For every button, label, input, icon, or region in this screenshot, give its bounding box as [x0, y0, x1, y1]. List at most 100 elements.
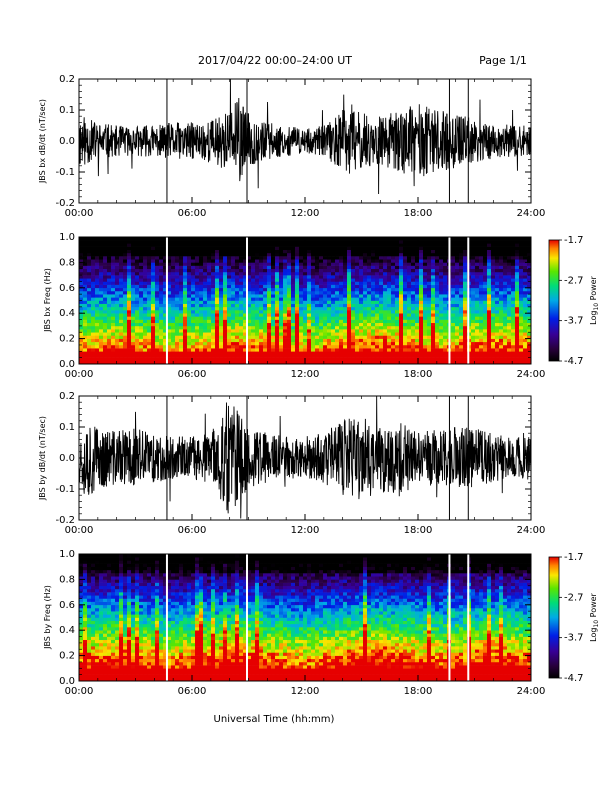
- bx-spectrogram-cell: [83, 332, 88, 336]
- bx-spectrogram-colorbar-tick-label: -3.7: [564, 316, 584, 327]
- bx-spectrogram-cell: [87, 313, 92, 317]
- bx-spectrogram-cell: [175, 303, 180, 308]
- bx-spectrogram-cell: [243, 335, 248, 339]
- bx-spectrogram-cell: [167, 256, 172, 260]
- by-spectrogram-cell: [83, 646, 88, 650]
- bx-spectrogram-cell: [79, 297, 84, 301]
- bx-spectrogram-cell: [259, 284, 264, 289]
- bx-spectrogram-cell: [331, 256, 336, 260]
- bx-spectrogram-cell: [523, 338, 528, 343]
- bx-spectrogram-cell: [111, 310, 116, 314]
- bx-spectrogram-cell: [323, 268, 328, 273]
- bx-spectrogram-cell: [347, 297, 352, 301]
- bx-spectrogram-cell: [371, 341, 376, 346]
- bx-spectrogram-cell: [347, 265, 352, 270]
- bx-spectrogram-cell: [495, 322, 500, 327]
- bx-spectrogram-cell: [195, 325, 200, 330]
- bx-spectrogram-cell: [147, 243, 152, 247]
- bx-spectrogram-cell: [527, 319, 532, 324]
- bx-spectrogram-cell: [147, 348, 152, 352]
- bx-spectrogram-cell: [271, 290, 276, 295]
- bx-spectrogram-cell: [227, 281, 232, 285]
- bx-spectrogram-cell: [79, 360, 84, 365]
- bx-spectrogram-cell: [103, 259, 108, 263]
- bx-spectrogram-cell: [271, 237, 276, 241]
- bx-spectrogram-cell: [119, 281, 124, 285]
- bx-spectrogram-cell: [323, 271, 328, 276]
- bx-spectrogram-cell: [299, 313, 304, 317]
- bx-spectrogram-cell: [111, 344, 116, 349]
- bx-spectrogram-cell: [431, 341, 436, 346]
- bx-spectrogram-cell: [83, 246, 88, 250]
- bx-spectrogram-cell: [99, 357, 104, 362]
- bx-spectrogram-cell: [139, 240, 144, 244]
- bx-spectrogram-cell: [475, 297, 480, 301]
- bx-spectrogram-cell: [471, 290, 476, 295]
- bx-spectrogram-cell: [159, 325, 164, 330]
- bx-spectrogram-cell: [383, 354, 388, 358]
- bx-spectrogram-cell: [407, 322, 412, 327]
- bx-spectrogram-cell: [123, 240, 128, 244]
- bx-spectrogram-cell: [323, 329, 328, 333]
- bx-spectrogram-cell: [399, 275, 404, 279]
- bx-spectrogram-cell: [475, 281, 480, 285]
- bx-spectrogram-cell: [227, 287, 232, 292]
- bx-spectrogram-cell: [303, 313, 308, 317]
- bx-spectrogram-cell: [475, 271, 480, 276]
- bx-spectrogram-cell: [343, 354, 348, 358]
- bx-spectrogram-cell: [527, 278, 532, 282]
- bx-spectrogram-cell: [491, 281, 496, 285]
- bx-spectrogram-cell: [519, 284, 524, 289]
- bx-spectrogram-cell: [511, 313, 516, 317]
- bx-spectrogram-cell: [167, 329, 172, 333]
- bx-spectrogram-cell: [319, 357, 324, 362]
- by-spectrogram-cell: [83, 633, 88, 637]
- bx-spectrogram-cell: [255, 246, 260, 250]
- bx-spectrogram-cell: [103, 240, 108, 244]
- bx-spectrogram-cell: [479, 256, 484, 260]
- bx-spectrogram-cell: [195, 268, 200, 273]
- bx-spectrogram-cell: [403, 265, 408, 270]
- bx-spectrogram-cell: [223, 322, 228, 327]
- bx-spectrogram-cell: [375, 306, 380, 311]
- bx-spectrogram-cell: [127, 332, 132, 336]
- bx-spectrogram-cell: [259, 313, 264, 317]
- bx-spectrogram-cell: [343, 256, 348, 260]
- bx-spectrogram-cell: [459, 310, 464, 314]
- bx-spectrogram-cell: [243, 306, 248, 311]
- bx-spectrogram-cell: [515, 271, 520, 276]
- bx-spectrogram-cell: [403, 284, 408, 289]
- bx-spectrogram-cell: [419, 240, 424, 244]
- bx-spectrogram-cell: [355, 256, 360, 260]
- bx-spectrogram-cell: [371, 294, 376, 298]
- bx-spectrogram-cell: [471, 325, 476, 330]
- bx-spectrogram-cell: [247, 259, 252, 263]
- bx-spectrogram-cell: [359, 290, 364, 295]
- bx-spectrogram-cell: [527, 252, 532, 257]
- bx-spectrogram-cell: [251, 252, 256, 257]
- bx-spectrogram-cell: [335, 338, 340, 343]
- bx-spectrogram-cell: [399, 306, 404, 311]
- bx-spectrogram-cell: [95, 338, 100, 343]
- bx-spectrogram-cell: [115, 297, 120, 301]
- bx-spectrogram-cell: [83, 256, 88, 260]
- bx-spectrogram-cell: [179, 249, 184, 254]
- bx-spectrogram-cell: [399, 351, 404, 355]
- bx-spectrogram-cell: [427, 246, 432, 250]
- bx-spectrogram-cell: [527, 271, 532, 276]
- bx-spectrogram-cell: [291, 319, 296, 324]
- bx-spectrogram-cell: [183, 322, 188, 327]
- bx-spectrogram-cell: [127, 240, 132, 244]
- bx-spectrogram-cell: [527, 262, 532, 266]
- bx-spectrogram-cell: [331, 287, 336, 292]
- bx-spectrogram-cell: [515, 344, 520, 349]
- bx-spectrogram-cell: [395, 348, 400, 352]
- bx-spectrogram-cell: [411, 319, 416, 324]
- bx-spectrogram-cell: [439, 319, 444, 324]
- bx-spectrogram-cell: [255, 240, 260, 244]
- bx-spectrogram-cell: [235, 332, 240, 336]
- bx-spectrogram-cell: [175, 290, 180, 295]
- bx-spectrogram-cell: [87, 325, 92, 330]
- bx-spectrogram-cell: [527, 335, 532, 339]
- bx-spectrogram-cell: [407, 357, 412, 362]
